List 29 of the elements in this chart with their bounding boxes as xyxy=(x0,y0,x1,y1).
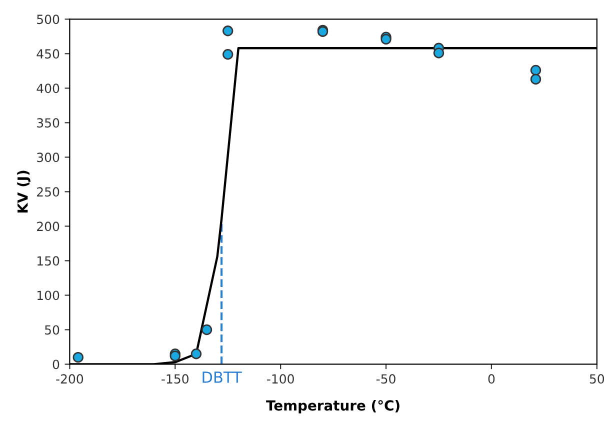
x-tick-label: 50 xyxy=(590,374,604,384)
point xyxy=(222,26,234,36)
point xyxy=(201,324,212,336)
y-tick-label: 400 xyxy=(36,84,60,94)
point xyxy=(222,49,234,60)
x-tick-label: -100 xyxy=(267,374,294,384)
point xyxy=(433,48,444,58)
x-tick-label: 0 xyxy=(488,374,495,384)
y-tick-label: 250 xyxy=(37,187,60,197)
point xyxy=(380,34,392,45)
y-tick-label: 50 xyxy=(45,325,60,335)
x-tick-label: -150 xyxy=(162,374,188,384)
point xyxy=(72,352,84,363)
x-axis-title: Temperature (°C) xyxy=(266,400,400,414)
y-tick-label: 100 xyxy=(37,290,60,300)
y-tick-label: 450 xyxy=(36,49,60,59)
y-tick-label: 150 xyxy=(37,256,60,266)
x-tick-label: -50 xyxy=(376,374,396,384)
point xyxy=(530,74,542,85)
x-tick-label: -200 xyxy=(56,374,84,384)
ref-line-label: DBTT xyxy=(202,372,242,383)
y-tick-label: 300 xyxy=(37,152,60,162)
point xyxy=(190,348,202,360)
y-tick-label: 350 xyxy=(37,118,60,128)
y-tick-label: 0 xyxy=(52,360,60,370)
y-tick-label: 500 xyxy=(37,14,60,24)
y-axis-title: KV (J) xyxy=(17,170,30,213)
point xyxy=(530,64,542,76)
y-tick-label: 200 xyxy=(37,222,60,232)
